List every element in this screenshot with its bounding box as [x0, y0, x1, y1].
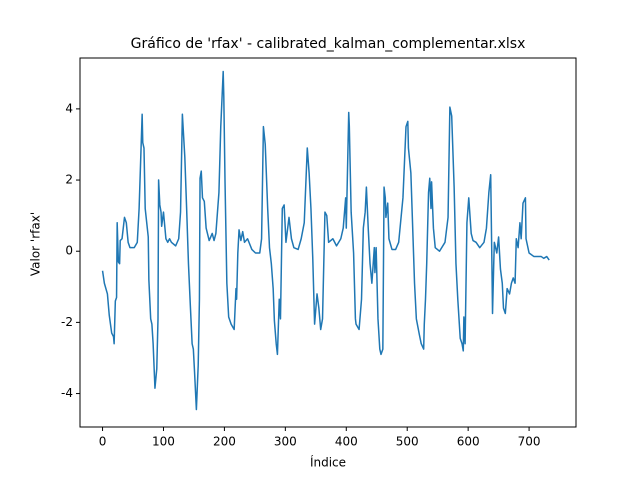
y-tick-label: 4	[65, 101, 73, 115]
y-tick-label: 0	[65, 244, 73, 258]
x-tick-label: 600	[457, 435, 480, 449]
x-tick-label: 300	[274, 435, 297, 449]
x-tick-label: 0	[99, 435, 107, 449]
x-tick-label: 700	[518, 435, 541, 449]
y-tick-label: -2	[61, 315, 73, 329]
y-tick-label: 2	[65, 173, 73, 187]
y-axis-label: Valor 'rfax'	[29, 212, 43, 276]
x-tick-label: 400	[335, 435, 358, 449]
data-line	[101, 70, 550, 411]
y-tick-label: -4	[61, 386, 73, 400]
chart-title: Gráfico de 'rfax' - calibrated_kalman_co…	[131, 36, 526, 52]
x-tick-label: 200	[213, 435, 236, 449]
plot-frame	[79, 57, 577, 428]
x-tick-label: 500	[396, 435, 419, 449]
x-axis-label: Índice	[310, 455, 346, 470]
x-tick-label: 100	[152, 435, 175, 449]
